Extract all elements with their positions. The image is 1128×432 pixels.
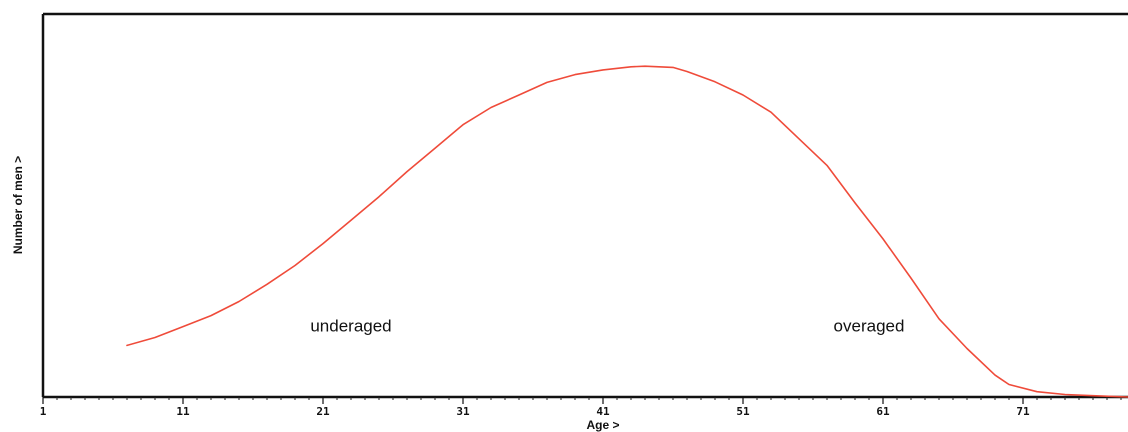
plot-frame <box>41 12 1128 399</box>
x-tick-label: 1 <box>40 405 47 418</box>
y-axis-title: Number of men > <box>11 156 25 254</box>
x-tick-label: 31 <box>456 405 470 418</box>
x-major-ticks <box>42 397 1024 404</box>
annotation-label: overaged <box>834 316 905 335</box>
x-tick-label: 21 <box>316 405 330 418</box>
x-axis-title: Age > <box>586 418 619 432</box>
annotations: underaged overaged <box>310 316 904 335</box>
x-tick-label: 61 <box>876 405 890 418</box>
x-tick-labels: 1 11 21 31 41 51 61 71 <box>40 405 1030 418</box>
annotation-label: underaged <box>310 316 391 335</box>
x-tick-label: 71 <box>1016 405 1030 418</box>
x-tick-label: 11 <box>176 405 190 418</box>
x-tick-label: 41 <box>596 405 610 418</box>
series-line <box>126 65 1128 398</box>
x-tick-label: 51 <box>736 405 750 418</box>
